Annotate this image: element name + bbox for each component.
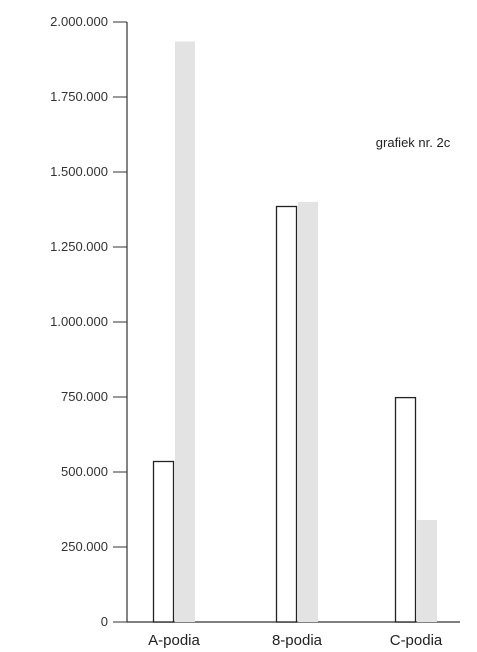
chart-annotation: grafiek nr. 2c bbox=[376, 135, 451, 150]
y-tick-label: 500.000 bbox=[61, 464, 108, 479]
bar-series-1 bbox=[152, 460, 175, 623]
bar-series-1 bbox=[394, 396, 417, 623]
bar-series-2 bbox=[298, 202, 318, 622]
x-category-label: A-podia bbox=[148, 632, 200, 649]
y-tick-label: 1.000.000 bbox=[50, 314, 108, 329]
y-tick-label: 0 bbox=[101, 614, 108, 629]
bar-series-2 bbox=[175, 41, 195, 622]
x-category-label: 8-podia bbox=[272, 632, 323, 649]
y-tick-label: 1.500.000 bbox=[50, 164, 108, 179]
x-category-label: C-podia bbox=[390, 632, 443, 649]
y-tick-label: 1.750.000 bbox=[50, 89, 108, 104]
bars bbox=[152, 41, 437, 623]
bar-series-2 bbox=[417, 520, 437, 622]
y-tick-label: 1.250.000 bbox=[50, 239, 108, 254]
y-tick-label: 750.000 bbox=[61, 389, 108, 404]
bar-series-1 bbox=[275, 205, 298, 623]
labels: 0 250.000 500.000 750.000 1.000.000 1.250.000… bbox=[50, 14, 443, 649]
y-tick-label: 2.000.000 bbox=[50, 14, 108, 29]
y-tick-label: 250.000 bbox=[61, 539, 108, 554]
